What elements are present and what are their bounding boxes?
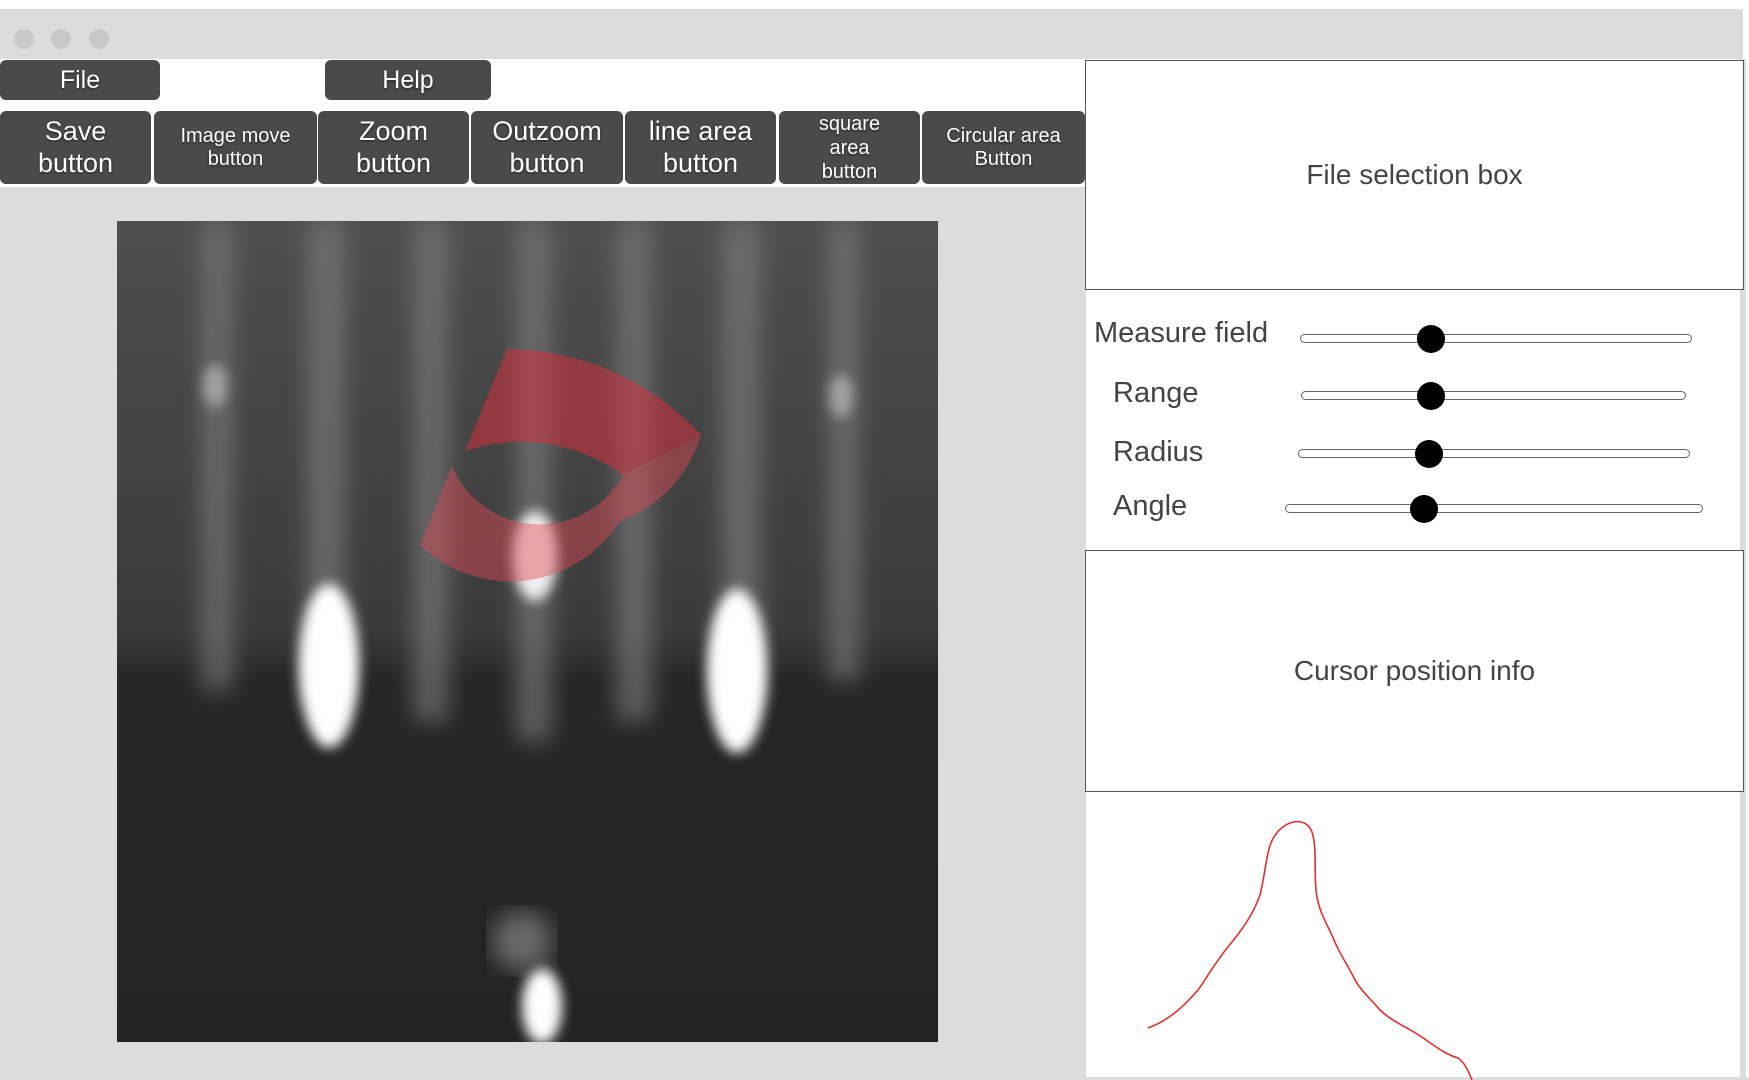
angle-label: Angle <box>1113 490 1188 522</box>
range-label: Range <box>1113 377 1199 409</box>
diffraction-image <box>117 221 938 1044</box>
file-selection-label: File selection box <box>1306 159 1523 190</box>
window-maximize-dot[interactable] <box>89 29 109 49</box>
circular-selection-inner <box>465 349 701 475</box>
radius-slider-knob[interactable] <box>1415 440 1443 468</box>
window-close-dot[interactable] <box>14 29 34 49</box>
outzoom-button[interactable]: Outzoom button <box>471 111 623 184</box>
diffraction-image-viewer[interactable] <box>117 221 938 1044</box>
measure-field-slider-knob[interactable] <box>1417 325 1445 353</box>
circular-area-button[interactable]: Circular area Button <box>922 111 1085 184</box>
range-slider[interactable] <box>1301 391 1686 400</box>
range-slider-knob[interactable] <box>1417 382 1445 410</box>
angle-slider[interactable] <box>1285 504 1703 513</box>
bottom-edge-strip <box>0 1077 1749 1080</box>
measure-field-label: Measure field <box>1094 317 1269 349</box>
save-button[interactable]: Save button <box>0 111 151 184</box>
radius-slider[interactable] <box>1298 449 1690 458</box>
file-selection-box[interactable]: File selection box <box>1085 60 1744 290</box>
square-area-button[interactable]: square area button <box>779 111 920 184</box>
circular-selection-outer <box>420 435 701 582</box>
radius-label: Radius <box>1113 436 1204 468</box>
measure-field-slider[interactable] <box>1300 334 1692 343</box>
intensity-profile-plot <box>1147 820 1473 1080</box>
file-menu-button[interactable]: File <box>0 60 160 100</box>
window-minimize-dot[interactable] <box>51 29 71 49</box>
zoom-button[interactable]: Zoom button <box>318 111 469 184</box>
intensity-profile-line <box>1147 820 1473 1080</box>
line-area-button[interactable]: line area button <box>625 111 776 184</box>
help-menu-button[interactable]: Help <box>325 60 491 100</box>
angle-slider-knob[interactable] <box>1410 495 1438 523</box>
cursor-position-info-box: Cursor position info <box>1085 550 1744 792</box>
window-titlebar <box>0 9 1743 59</box>
image-move-button[interactable]: Image move button <box>154 111 317 184</box>
cursor-position-info-label: Cursor position info <box>1293 655 1536 686</box>
